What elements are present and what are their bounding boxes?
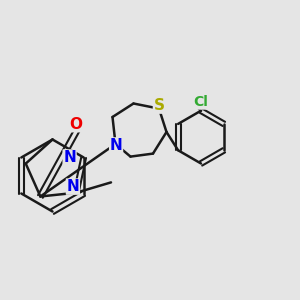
- Text: O: O: [69, 117, 82, 132]
- Text: N: N: [110, 138, 122, 153]
- Text: N: N: [67, 179, 79, 194]
- Text: Cl: Cl: [194, 95, 208, 109]
- Text: N: N: [63, 150, 76, 165]
- Text: S: S: [154, 98, 164, 113]
